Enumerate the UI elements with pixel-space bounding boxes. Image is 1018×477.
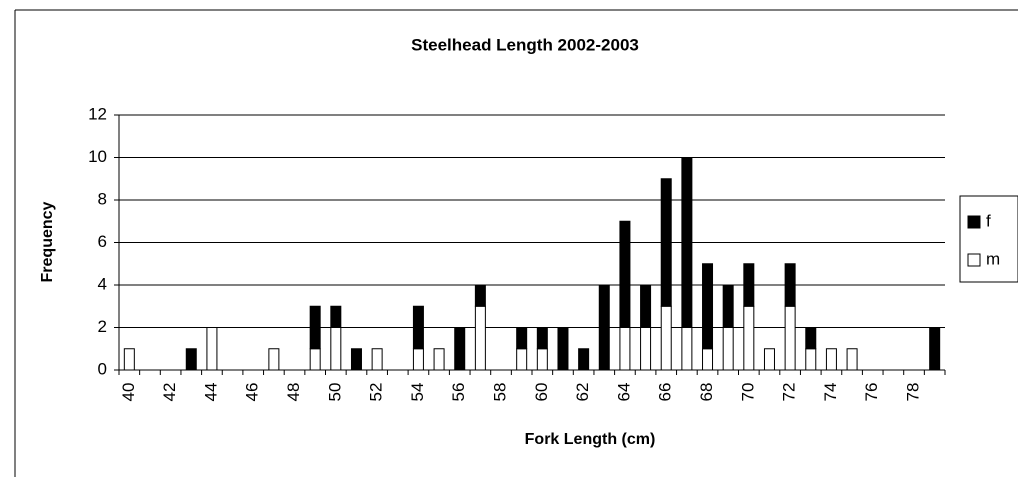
bar-segment <box>660 305 672 371</box>
bar-segment <box>929 327 941 371</box>
bar-segment <box>743 305 755 371</box>
bar-segment <box>412 348 424 371</box>
bar-segment <box>474 305 486 371</box>
bar-segment <box>722 284 734 328</box>
bar-segment <box>784 263 796 307</box>
bar-segment <box>805 348 817 371</box>
legend-label: m <box>986 249 1000 268</box>
bar-segment <box>805 327 817 350</box>
x-tick-label: 54 <box>408 383 427 402</box>
bar-segment <box>309 348 321 371</box>
x-tick-label: 40 <box>119 383 138 402</box>
legend <box>959 195 1018 283</box>
bar-segment <box>763 348 775 371</box>
x-tick-label: 58 <box>491 383 510 402</box>
bar-segment <box>825 348 837 371</box>
x-tick-label: 56 <box>449 383 468 402</box>
bar-segment <box>598 284 610 371</box>
x-tick-label: 48 <box>284 383 303 402</box>
bar-segment <box>846 348 858 371</box>
bar-segment <box>309 305 321 350</box>
x-tick-label: 64 <box>614 383 633 402</box>
x-tick-label: 60 <box>532 383 551 402</box>
bar-segment <box>268 348 280 371</box>
bar-segment <box>412 305 424 350</box>
bar-segment <box>330 327 342 371</box>
bar-segment <box>350 348 362 371</box>
bar-segment <box>578 348 590 371</box>
y-tick-label: 0 <box>98 359 107 378</box>
bar-segment <box>330 305 342 328</box>
x-tick-label: 74 <box>821 383 840 402</box>
bar-segment <box>640 284 652 328</box>
bar-segment <box>681 157 693 328</box>
bar-segment <box>516 348 528 371</box>
y-tick-label: 12 <box>88 104 107 123</box>
x-tick-label: 46 <box>243 383 262 402</box>
x-tick-label: 78 <box>904 383 923 402</box>
bar-segment <box>722 327 734 371</box>
bar-segment <box>743 263 755 307</box>
y-tick-label: 8 <box>98 189 107 208</box>
chart-title: Steelhead Length 2002-2003 <box>411 35 639 54</box>
bar-segment <box>784 305 796 371</box>
bar-segment <box>206 327 218 371</box>
x-tick-label: 72 <box>780 383 799 402</box>
bar-segment <box>619 220 631 328</box>
y-axis-label: Frequency <box>39 201 56 282</box>
legend-label: f <box>986 211 991 230</box>
bar-segment <box>536 327 548 350</box>
bar-segment <box>536 348 548 371</box>
x-tick-label: 68 <box>697 383 716 402</box>
x-tick-label: 44 <box>201 383 220 402</box>
bar-segment <box>185 348 197 371</box>
bar-segment <box>557 327 569 371</box>
bar-segment <box>474 284 486 307</box>
x-tick-label: 62 <box>573 383 592 402</box>
legend-swatch <box>967 215 981 229</box>
bar-segment <box>619 327 631 371</box>
bar-segment <box>640 327 652 371</box>
bar-segment <box>371 348 383 371</box>
x-tick-label: 50 <box>325 383 344 402</box>
bar-segment <box>660 178 672 307</box>
x-tick-label: 42 <box>160 383 179 402</box>
x-tick-label: 70 <box>738 383 757 402</box>
legend-swatch <box>967 253 981 267</box>
y-tick-label: 10 <box>88 147 107 166</box>
x-tick-label: 52 <box>367 383 386 402</box>
bar-segment <box>123 348 135 371</box>
bar-segment <box>433 348 445 371</box>
bar-segment <box>516 327 528 350</box>
x-axis-label: Fork Length (cm) <box>525 431 656 448</box>
x-tick-label: 76 <box>862 383 881 402</box>
y-tick-label: 4 <box>98 274 107 293</box>
bar-segment <box>454 327 466 371</box>
bar-segment <box>681 327 693 371</box>
y-tick-label: 2 <box>98 317 107 336</box>
x-tick-label: 66 <box>656 383 675 402</box>
bar-segment <box>702 348 714 371</box>
y-tick-label: 6 <box>98 232 107 251</box>
bar-segment <box>702 263 714 350</box>
